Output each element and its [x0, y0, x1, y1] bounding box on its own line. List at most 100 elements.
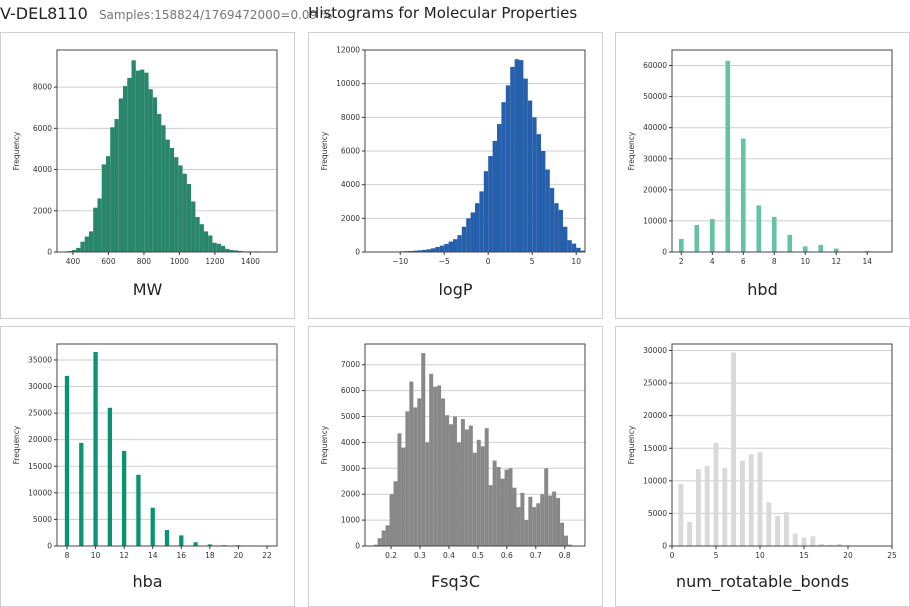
- histogram-bar: [740, 461, 745, 546]
- histogram-bar: [161, 125, 165, 252]
- histogram-bar: [775, 516, 780, 546]
- histogram-bar: [457, 235, 461, 252]
- histogram-bar: [560, 523, 564, 546]
- x-tick-label: 22: [262, 551, 272, 560]
- x-tick-label: 5: [714, 551, 719, 560]
- histogram-bar: [401, 448, 405, 546]
- histogram-bar: [523, 79, 527, 252]
- histogram-bar: [810, 536, 815, 546]
- y-tick-label: 20000: [643, 411, 667, 420]
- histogram-bar: [153, 97, 157, 252]
- histogram-bar: [537, 134, 541, 252]
- x-tick-label: 1000: [170, 257, 189, 266]
- histogram-bar: [183, 174, 187, 252]
- histogram-bar: [386, 525, 390, 546]
- y-tick-label: 40000: [643, 123, 667, 132]
- histogram-bar: [444, 244, 448, 252]
- histogram-bar: [722, 468, 727, 546]
- y-tick-label: 6000: [341, 147, 360, 156]
- y-tick-label: 0: [662, 248, 667, 257]
- x-tick-label: 0: [670, 551, 675, 560]
- histogram-bar: [409, 382, 413, 546]
- histogram-bar: [136, 475, 140, 546]
- x-tick-label: 0.2: [385, 551, 397, 560]
- histogram-bar: [772, 217, 777, 252]
- histogram-bar: [151, 508, 155, 546]
- y-axis-label: Frequency: [12, 425, 21, 464]
- histogram-bar: [572, 244, 576, 252]
- histogram-bar: [76, 248, 80, 252]
- histogram-bar: [200, 224, 204, 252]
- x-tick-label: 600: [101, 257, 116, 266]
- y-tick-label: 25000: [28, 409, 52, 418]
- y-tick-label: 4000: [341, 438, 360, 447]
- histogram-bar: [114, 119, 118, 252]
- histogram-bar: [144, 73, 148, 252]
- chart-title: num_rotatable_bonds: [616, 572, 909, 591]
- histogram-bar: [390, 494, 394, 546]
- histogram-bar: [89, 231, 93, 252]
- histogram-bar: [524, 520, 528, 546]
- x-tick-label: 14: [148, 551, 158, 560]
- x-tick-label: −10: [392, 257, 408, 266]
- histogram-bar: [481, 446, 485, 546]
- histogram-bar: [556, 498, 560, 546]
- histogram-bar: [548, 496, 552, 547]
- histogram-bar: [714, 443, 719, 546]
- chart-title: hba: [1, 572, 294, 591]
- histogram-bar: [510, 67, 514, 252]
- x-tick-label: 18: [205, 551, 215, 560]
- histogram-bar: [501, 479, 505, 546]
- histogram-bar: [532, 507, 536, 546]
- dataset-id: V-DEL8110: [0, 4, 88, 23]
- histogram-bar: [453, 239, 457, 252]
- page-header: V-DEL8110 Samples:158824/1769472000=0.09…: [0, 4, 332, 26]
- x-tick-label: 10: [91, 551, 101, 560]
- histogram-bar: [123, 86, 127, 252]
- x-tick-label: 8: [772, 257, 777, 266]
- histogram-bar: [509, 468, 513, 546]
- x-tick-label: 0.5: [472, 551, 484, 560]
- y-tick-label: 0: [47, 248, 52, 257]
- y-tick-label: 5000: [648, 509, 667, 518]
- histogram-bar: [802, 538, 807, 546]
- y-tick-label: 4000: [33, 165, 52, 174]
- chart-title: logP: [309, 280, 602, 299]
- histogram-bar: [550, 188, 554, 252]
- histogram-bar: [405, 411, 409, 546]
- histogram-bar: [127, 78, 131, 252]
- y-tick-label: 15000: [28, 462, 52, 471]
- histogram-bar: [65, 376, 69, 546]
- x-tick-label: 2: [679, 257, 684, 266]
- x-tick-label: 4: [710, 257, 715, 266]
- histogram-bar: [485, 428, 489, 546]
- histogram-bar: [731, 352, 736, 546]
- histogram-bar: [119, 98, 123, 252]
- histogram-bar: [532, 117, 536, 252]
- y-tick-label: 6000: [33, 124, 52, 133]
- histogram-bar: [449, 424, 453, 546]
- samples-info: Samples:158824/1769472000=0.09 %: [99, 8, 332, 22]
- histogram-bar: [741, 139, 746, 252]
- x-tick-label: 0: [486, 257, 491, 266]
- histogram-bar: [170, 148, 174, 252]
- x-tick-label: 10: [571, 257, 581, 266]
- histogram-bar: [97, 198, 101, 252]
- histogram-bar: [191, 202, 195, 253]
- histogram-bar: [501, 102, 505, 252]
- histogram-bar: [437, 385, 441, 546]
- histogram-bar: [132, 60, 136, 252]
- histogram-bar: [382, 530, 386, 546]
- y-tick-label: 1000: [341, 516, 360, 525]
- y-tick-label: 0: [355, 248, 360, 257]
- y-tick-label: 0: [355, 542, 360, 551]
- histogram-bar: [545, 170, 549, 252]
- y-tick-label: 8000: [341, 113, 360, 122]
